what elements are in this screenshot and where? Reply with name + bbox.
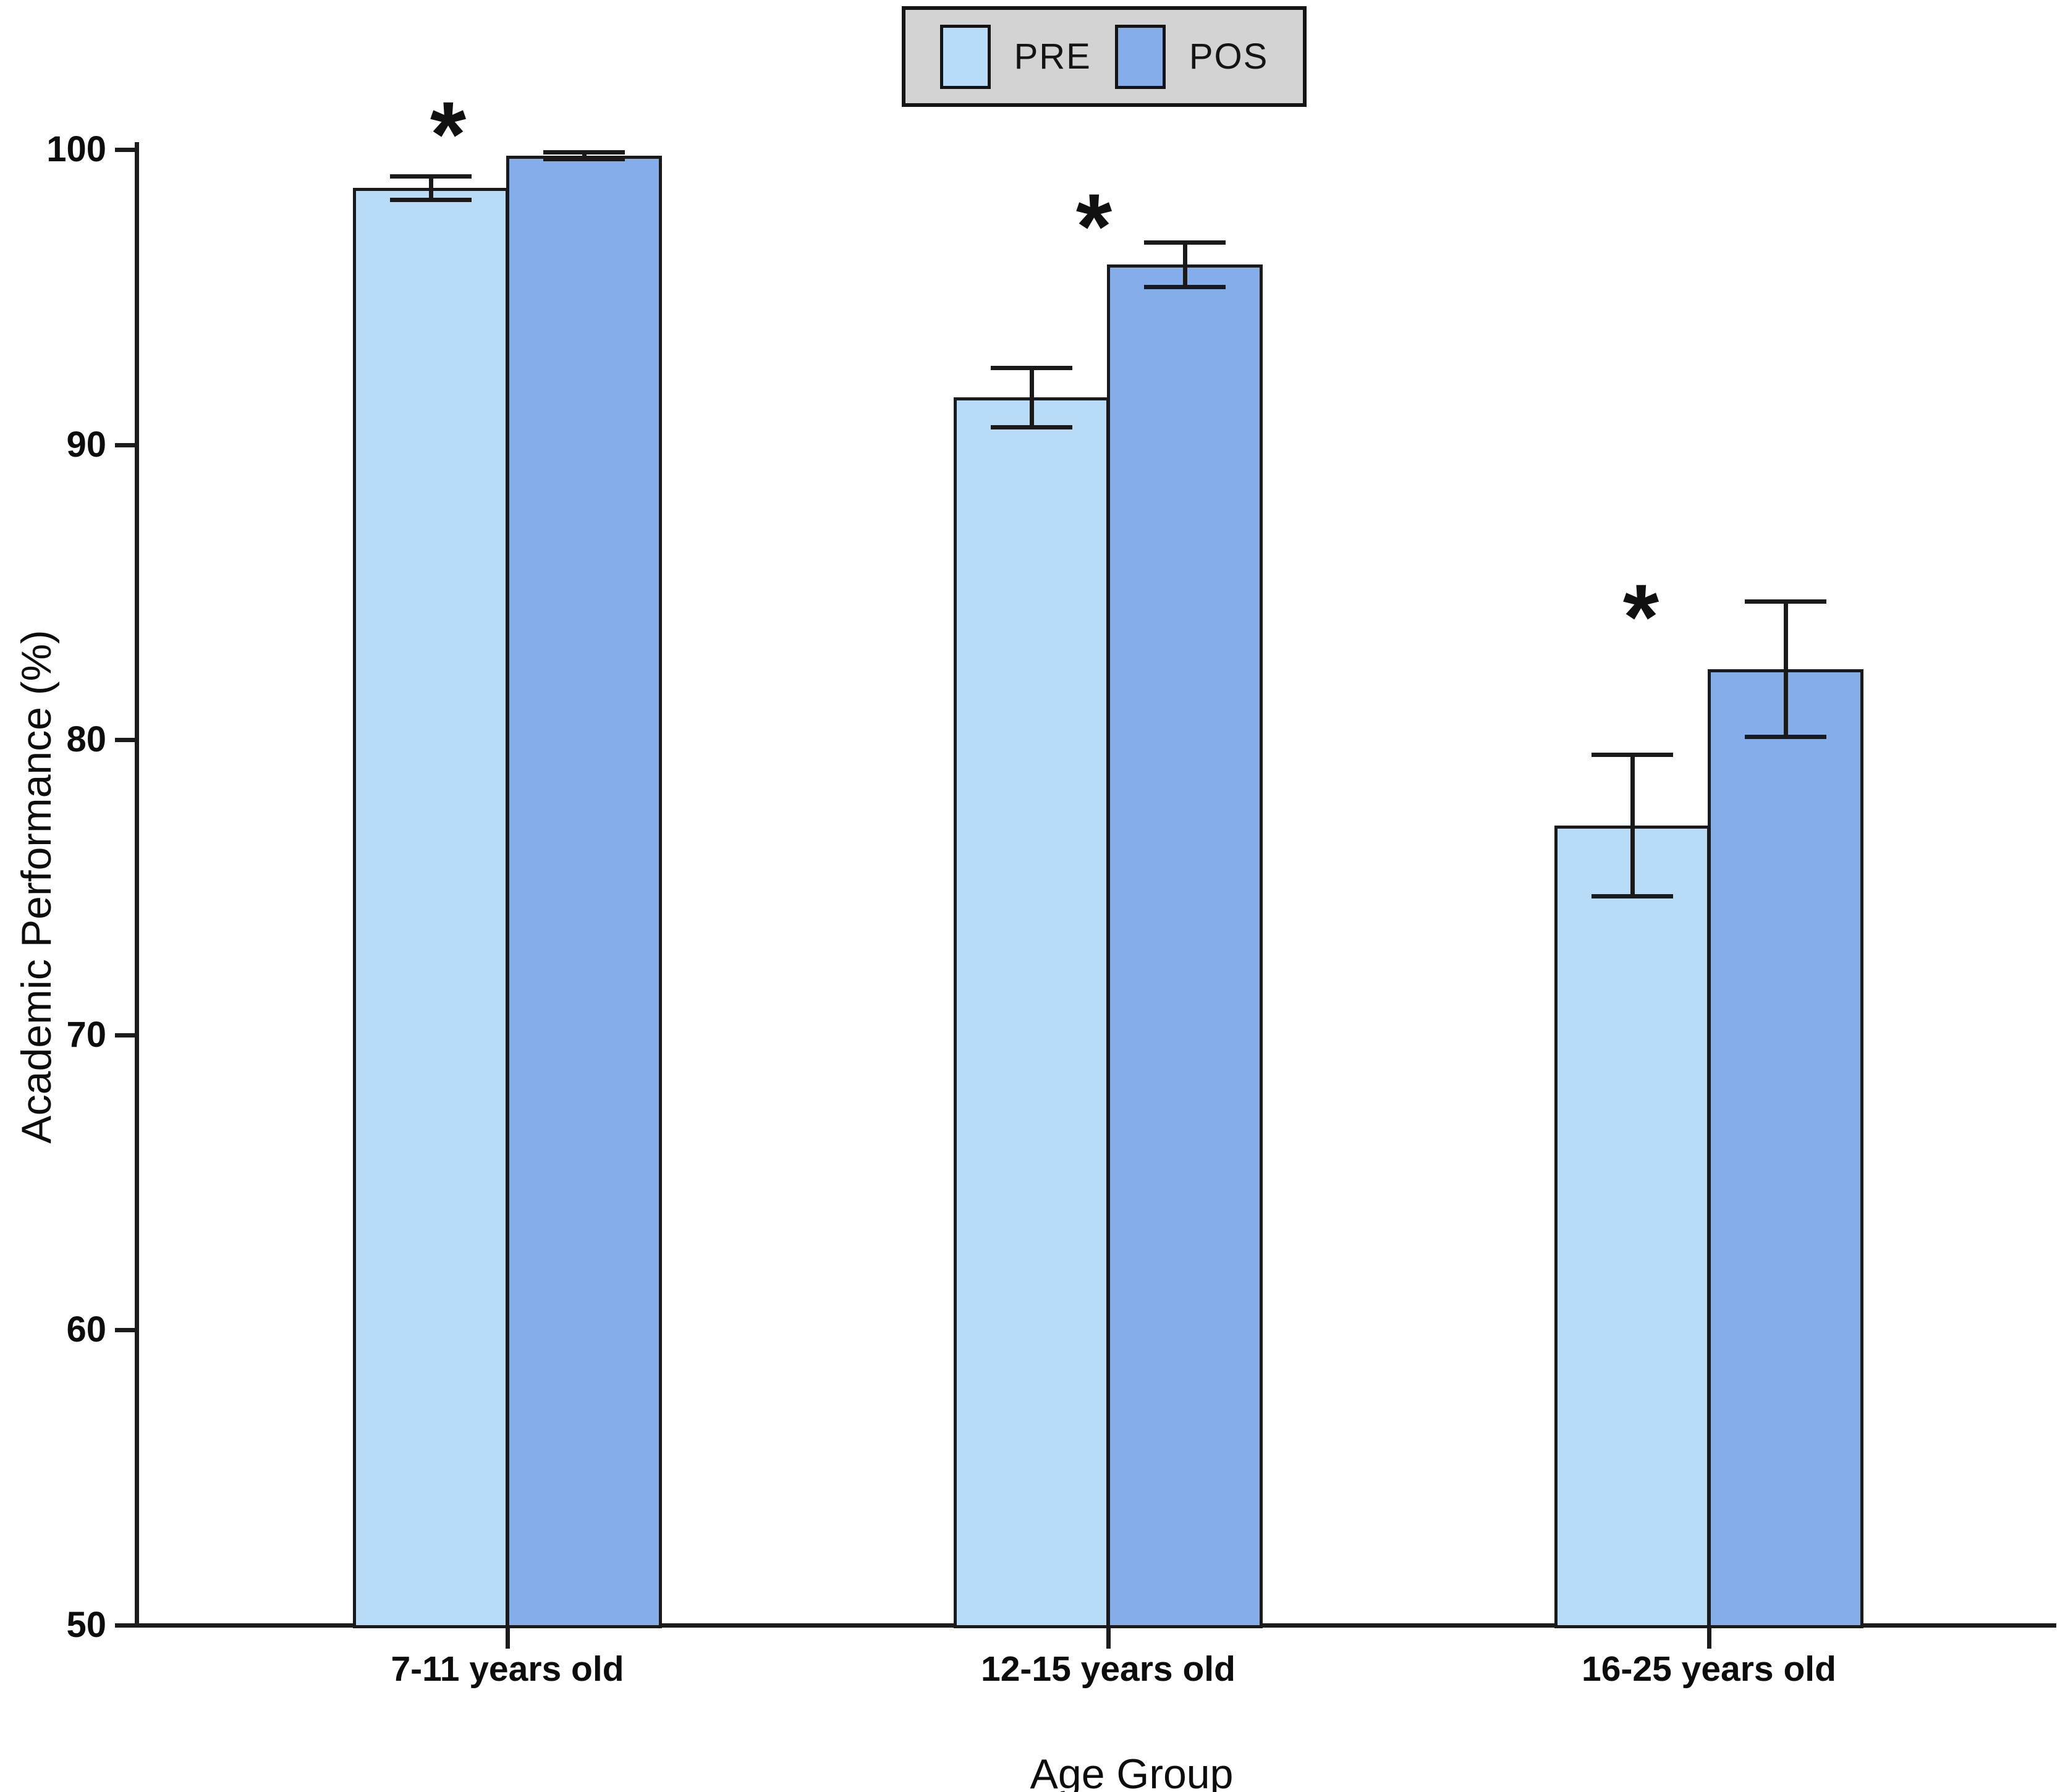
legend-item-pre: PRE: [939, 24, 1091, 89]
y-tick-label: 70: [66, 1014, 106, 1055]
x-tick-mark: [1707, 1625, 1711, 1649]
y-tick-mark: [115, 738, 137, 743]
legend-swatch-pos: [1114, 24, 1166, 89]
error-bar-line: [582, 151, 587, 159]
error-bar-cap-top: [543, 150, 625, 154]
error-bar-cap-top: [390, 174, 472, 179]
y-tick-label: 90: [66, 424, 106, 465]
error-bar-cap-top: [1592, 753, 1673, 758]
legend-item-pos: POS: [1114, 24, 1269, 89]
legend: PRE POS: [902, 6, 1307, 107]
bar-pos-group3: [1708, 669, 1863, 1628]
y-tick-mark: [115, 442, 137, 447]
error-bar-cap-bottom: [991, 425, 1072, 429]
y-tick-mark: [115, 1328, 137, 1333]
error-bar-cap-top: [1144, 240, 1226, 245]
y-tick-label: 60: [66, 1309, 106, 1350]
bar-pos-group2: [1107, 264, 1263, 1628]
significance-asterisk: *: [1622, 564, 1659, 669]
y-axis-line: [135, 142, 139, 1628]
error-bar-cap-top: [991, 366, 1072, 371]
y-tick-label: 100: [46, 129, 106, 169]
x-tick-mark: [1106, 1625, 1111, 1649]
x-tick-mark: [506, 1625, 510, 1649]
bar-pre-group1: [353, 188, 509, 1628]
error-bar-cap-bottom: [1745, 735, 1826, 740]
bar-pos-group1: [506, 155, 662, 1628]
error-bar-cap-top: [1745, 599, 1826, 604]
error-bar-cap-bottom: [543, 157, 625, 162]
y-tick-label: 80: [66, 719, 106, 760]
error-bar-line: [1183, 242, 1187, 287]
legend-label-pre: PRE: [1014, 36, 1091, 77]
significance-asterisk: *: [430, 82, 467, 186]
y-axis-title: Academic Performance (%): [13, 630, 60, 1144]
error-bar-cap-bottom: [1144, 285, 1226, 290]
x-axis-category-label: 7-11 years old: [391, 1649, 624, 1689]
error-bar-cap-bottom: [390, 198, 472, 203]
legend-swatch-pre: [939, 24, 991, 89]
y-tick-mark: [115, 1623, 137, 1628]
bar-pre-group3: [1554, 825, 1710, 1628]
x-axis-category-label: 16-25 years old: [1582, 1649, 1836, 1689]
error-bar-line: [1784, 601, 1788, 737]
significance-asterisk: *: [1075, 174, 1113, 279]
bar-pre-group2: [954, 397, 1109, 1628]
x-axis-category-label: 12-15 years old: [981, 1649, 1236, 1689]
legend-label-pos: POS: [1189, 36, 1269, 77]
y-tick-mark: [115, 1033, 137, 1038]
y-tick-label: 50: [66, 1605, 106, 1645]
error-bar-line: [1630, 754, 1635, 897]
y-tick-mark: [115, 148, 137, 152]
error-bar-line: [1030, 368, 1034, 427]
error-bar-line: [429, 175, 433, 200]
error-bar-cap-bottom: [1592, 894, 1673, 899]
x-axis-title: Age Group: [1030, 1751, 1234, 1792]
